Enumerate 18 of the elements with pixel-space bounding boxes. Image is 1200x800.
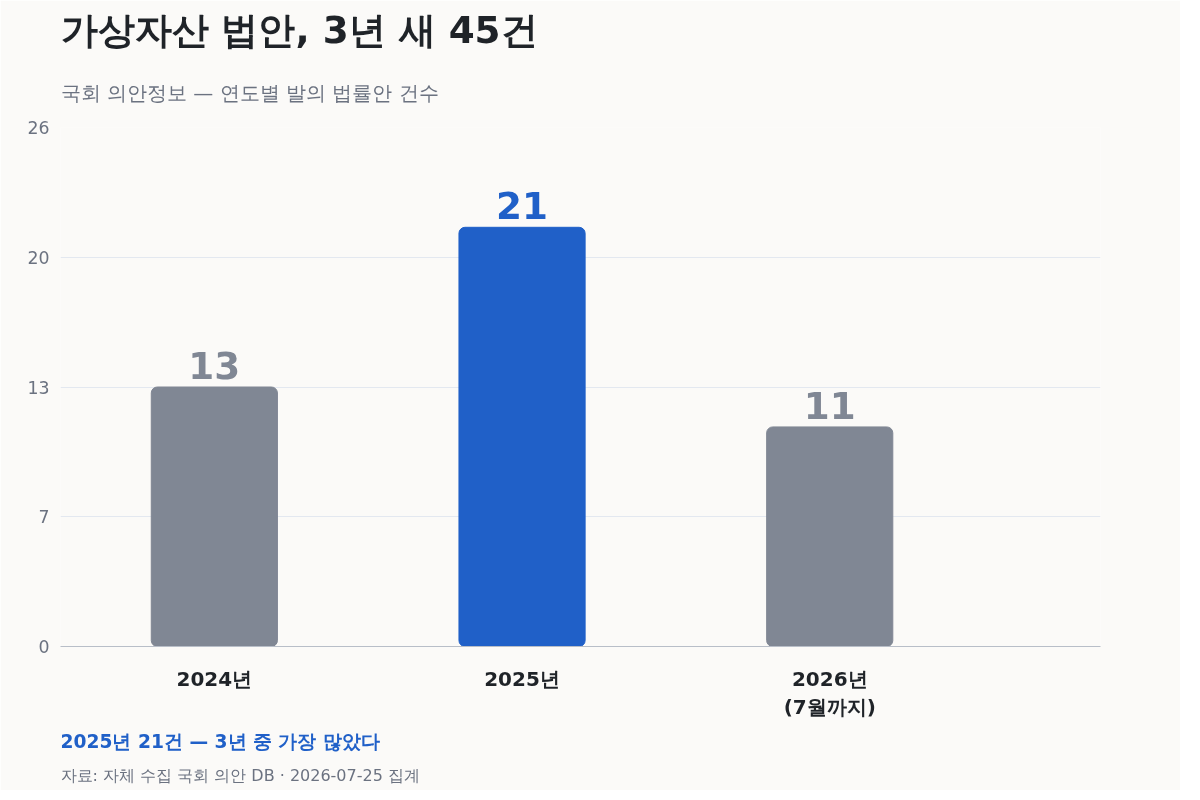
- text: 2025년 21건 — 3년 중 가장 많았다: [60, 730, 380, 752]
- y-tick-label: 26: [27, 118, 50, 138]
- x-tick-label: 2024년: [176, 666, 253, 691]
- chart-title: 가상자산 법안, 3년 새 45건: [60, 7, 538, 52]
- bar: [766, 426, 894, 647]
- y-tick-label: 7: [38, 507, 50, 528]
- bar: [150, 386, 278, 647]
- data-label: 13: [188, 344, 241, 388]
- y-tick-label: 0: [38, 637, 50, 657]
- bar: [458, 226, 586, 647]
- data-label: 21: [496, 184, 549, 229]
- x-tick-label: 2025년: [484, 666, 560, 691]
- chart-subtitle: 국회 의안정보 — 연도별 발의 법률안 건수: [60, 81, 439, 105]
- y-tick-label: 13: [27, 377, 50, 398]
- text: 자료: 자체 수집 국회 의안 DB · 2026-07-25 집계: [60, 765, 420, 785]
- y-tick-label: 20: [27, 247, 50, 268]
- x-tick-label: 2026년 (7월까지): [783, 666, 876, 720]
- data-label: 11: [803, 383, 856, 428]
